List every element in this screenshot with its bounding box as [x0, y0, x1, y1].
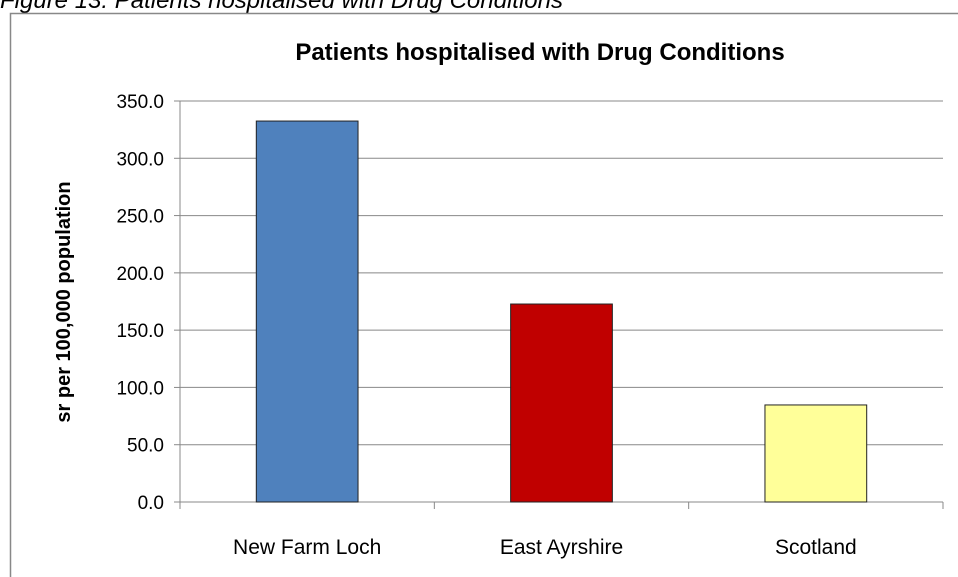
y-tick-label: 150.0 — [116, 321, 164, 342]
y-tick-label: 50.0 — [127, 436, 164, 457]
x-tick-label: Scotland — [775, 536, 857, 559]
x-tick-label: New Farm Loch — [233, 536, 381, 559]
bar — [764, 404, 868, 503]
y-tick-label: 250.0 — [116, 207, 164, 228]
y-tick-label: 0.0 — [138, 493, 164, 514]
bar — [255, 120, 359, 503]
chart-title: Patients hospitalised with Drug Conditio… — [295, 39, 784, 66]
y-tick-label: 100.0 — [116, 378, 164, 399]
x-tick-label: East Ayrshire — [500, 536, 623, 559]
bar — [510, 303, 613, 503]
figure-caption: Figure 13: Patients hospitalised with Dr… — [0, 0, 563, 14]
y-tick-label: 350.0 — [116, 92, 164, 113]
y-tick-label: 300.0 — [116, 149, 164, 170]
y-axis-label: sr per 100,000 population — [53, 181, 75, 422]
y-tick-label: 200.0 — [116, 264, 164, 285]
